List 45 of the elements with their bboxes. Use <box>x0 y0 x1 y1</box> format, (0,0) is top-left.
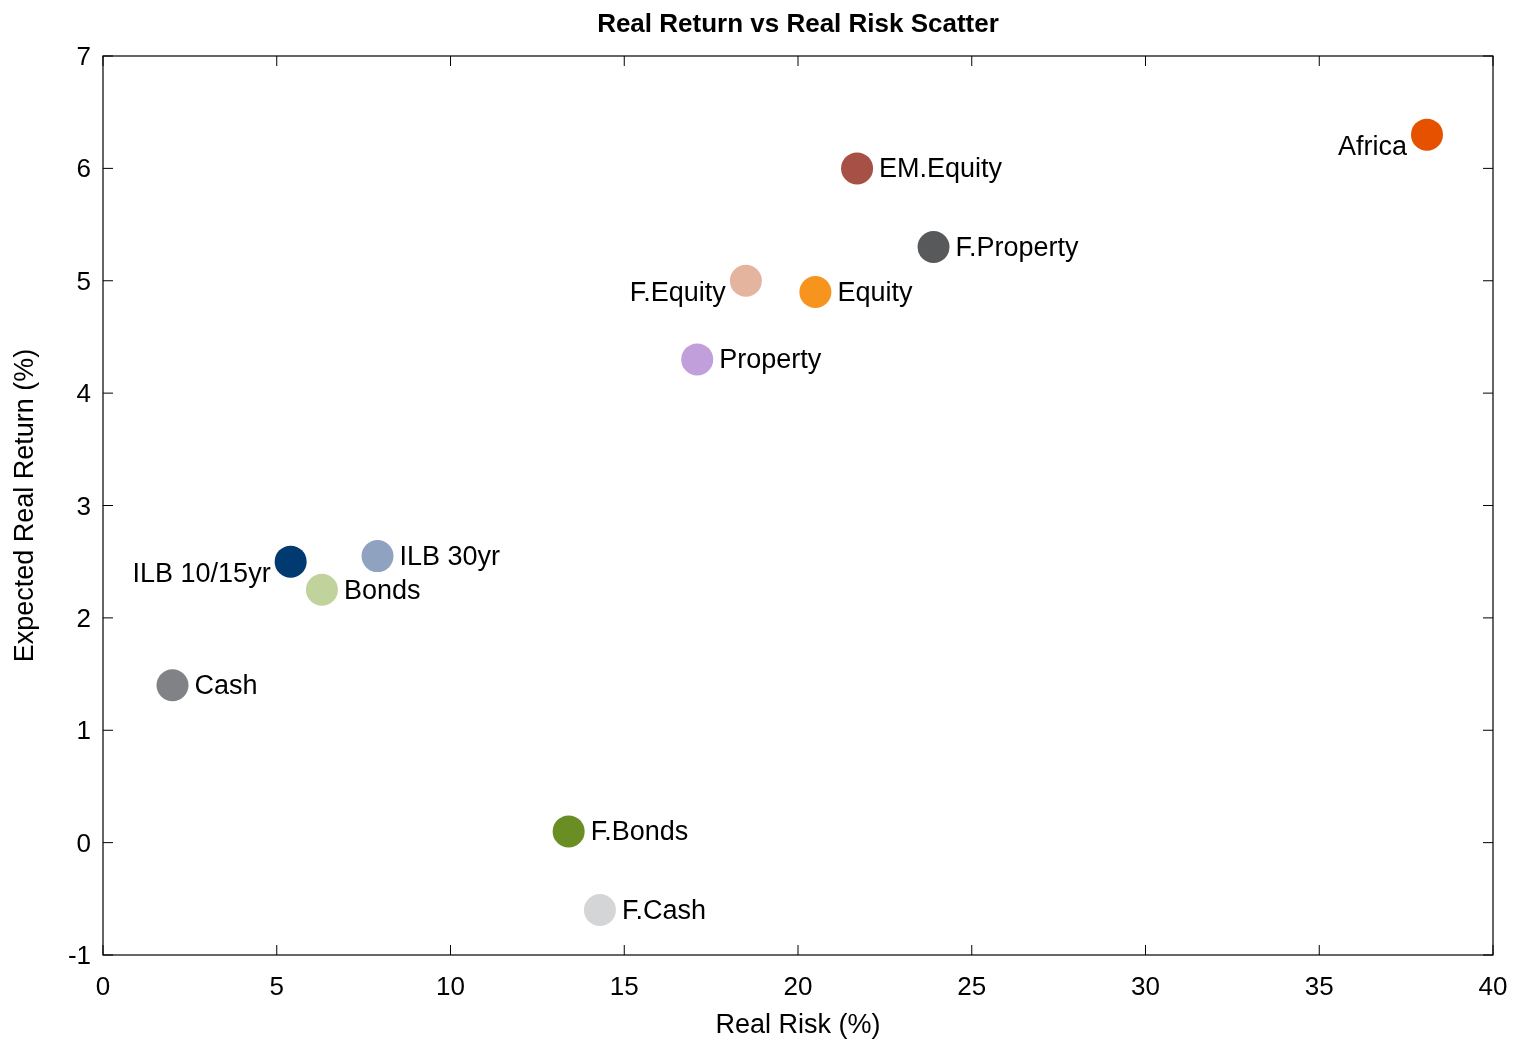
point <box>583 894 616 927</box>
chart-title: Real Return vs Real Risk Scatter <box>597 8 999 38</box>
y-tick-label: 6 <box>76 153 91 184</box>
series-label: ILB 30yr <box>399 541 501 572</box>
x-tick-label: 20 <box>783 971 813 1001</box>
series-label: Equity <box>837 276 913 307</box>
series-label: EM.Equity <box>879 153 1003 184</box>
series-label: Bonds <box>343 574 421 605</box>
point <box>361 540 394 573</box>
series-label: F.Bonds <box>590 816 689 847</box>
x-tick-label: 30 <box>1131 971 1160 1001</box>
point <box>274 545 307 578</box>
point <box>552 815 585 848</box>
x-tick-label: 10 <box>436 971 465 1001</box>
point <box>156 669 189 702</box>
x-tick-label: 35 <box>1304 971 1334 1001</box>
point <box>1410 118 1443 151</box>
point <box>799 276 832 308</box>
y-tick-label: 2 <box>76 602 91 633</box>
y-tick-label: 7 <box>76 41 91 71</box>
x-tick-label: 0 <box>95 971 111 1001</box>
y-axis-title: Expected Real Return (%) <box>9 348 39 663</box>
y-tick-label: 0 <box>76 827 91 858</box>
series-label: F.Property <box>955 232 1080 263</box>
x-tick-label: 25 <box>957 971 987 1001</box>
series-label: F.Cash <box>621 895 706 926</box>
series-label: F.Equity <box>629 276 727 307</box>
y-tick-label: -1 <box>67 940 91 970</box>
x-tick-label: 5 <box>269 971 284 1001</box>
point <box>681 343 714 376</box>
x-tick-label: 40 <box>1478 971 1508 1001</box>
point <box>841 152 874 185</box>
point <box>729 264 762 297</box>
series-label: Property <box>719 344 822 375</box>
y-tick-label: 4 <box>76 378 91 409</box>
x-axis-title: Real Risk (%) <box>715 1009 881 1039</box>
series-label: Africa <box>1337 130 1408 161</box>
y-tick-label: 5 <box>76 265 91 296</box>
series-label: ILB 10/15yr <box>132 557 271 588</box>
point <box>917 231 950 264</box>
y-tick-label: 3 <box>76 490 91 521</box>
point <box>305 573 338 606</box>
x-tick-label: 15 <box>609 971 639 1001</box>
series-label: Cash <box>194 670 258 701</box>
y-tick-label: 1 <box>76 715 91 746</box>
